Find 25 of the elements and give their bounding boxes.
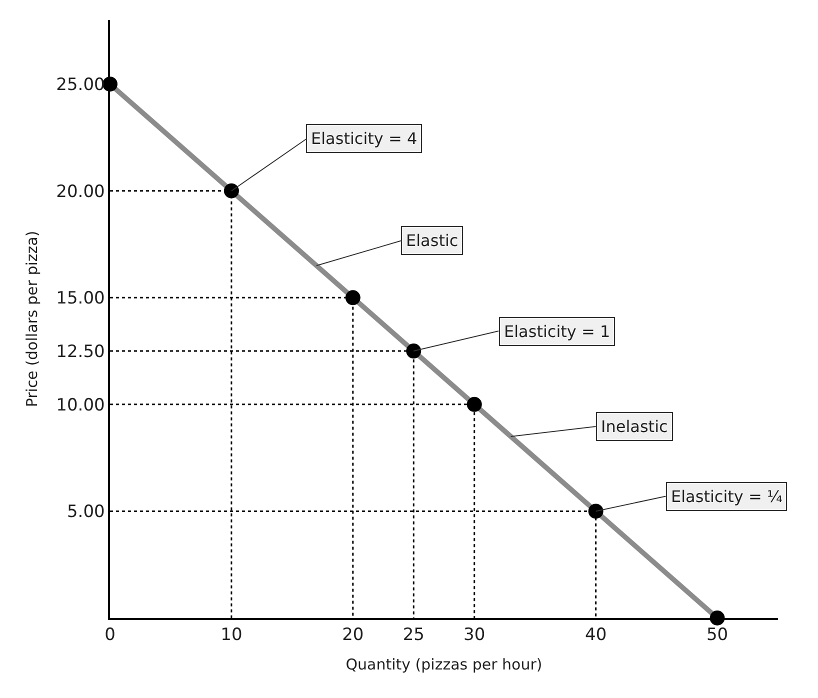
- y-tick-label: 10.00: [56, 395, 105, 416]
- x-tick-label: 10: [220, 625, 242, 646]
- x-tick-label: 0: [104, 625, 116, 646]
- x-tick-label: 25: [402, 625, 424, 646]
- x-tick-label: 40: [585, 625, 607, 646]
- y-tick-label: 5.00: [66, 502, 105, 522]
- y-tick-label: 15.00: [56, 288, 105, 309]
- annotation: Elasticity = ¼: [671, 487, 782, 506]
- annotation: Elasticity = 4: [311, 129, 418, 148]
- point: [588, 504, 604, 519]
- x-tick-label: 20: [342, 625, 364, 646]
- x-axis-title: Quantity (pizzas per hour): [346, 656, 542, 674]
- point: [224, 183, 239, 198]
- x-tick-label: 50: [706, 625, 728, 646]
- y-axis-title: Price (dollars per pizza): [22, 230, 41, 408]
- annotation: Elastic: [406, 231, 458, 250]
- point: [406, 344, 422, 359]
- y-tick-label: 12.50: [56, 342, 105, 362]
- y-tick-label: 25.00: [56, 75, 105, 96]
- x-tick-label: 30: [464, 625, 486, 646]
- y-tick-label: 20.00: [56, 182, 105, 202]
- annotation: Elasticity = 1: [504, 322, 610, 341]
- annotation: Inelastic: [601, 417, 668, 436]
- point: [345, 290, 360, 306]
- point: [466, 396, 482, 412]
